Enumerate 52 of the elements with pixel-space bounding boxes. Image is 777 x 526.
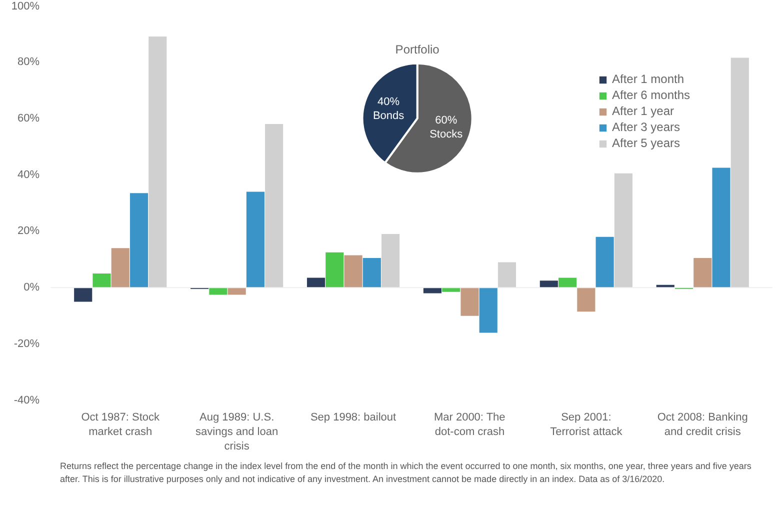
bar <box>730 58 749 288</box>
bar <box>596 236 614 288</box>
legend-label: After 1 year <box>612 104 674 118</box>
bar <box>246 192 264 288</box>
legend-label: After 3 years <box>612 120 680 134</box>
bar <box>540 280 558 288</box>
x-tick-label: Aug 1989: U.S. savings and loan crisis <box>196 412 278 452</box>
bar <box>111 248 130 288</box>
bar <box>498 262 516 288</box>
bar <box>712 168 730 288</box>
legend-label: After 6 months <box>612 88 690 102</box>
bar <box>228 288 246 295</box>
y-tick-label: 0% <box>24 282 40 294</box>
bar <box>442 288 460 292</box>
slice-label: Bonds <box>372 110 405 122</box>
y-tick-label: 20% <box>17 225 40 238</box>
bar <box>382 234 400 288</box>
bar <box>74 288 92 302</box>
y-tick-label: -40% <box>14 394 40 406</box>
bar <box>423 288 442 294</box>
bar <box>326 252 344 288</box>
bar <box>694 258 712 288</box>
y-tick-label: 60% <box>17 112 40 124</box>
chart-title: Portfolio <box>395 42 440 56</box>
bar <box>614 173 632 288</box>
x-tick-label: Mar 2000: The dot-com crash <box>434 412 506 438</box>
bar <box>479 288 498 333</box>
bar <box>460 288 479 316</box>
bar <box>209 288 228 295</box>
legend-label: After 5 years <box>612 136 680 150</box>
data-label: 40% <box>378 96 400 108</box>
bar <box>92 274 111 288</box>
bar <box>362 258 381 288</box>
bar <box>306 278 326 288</box>
y-tick-label: -20% <box>14 338 40 350</box>
slice-label: Stocks <box>430 128 464 141</box>
y-tick-label: 40% <box>17 168 40 181</box>
x-tick-label: Oct 2008: Banking and credit crisis <box>657 412 748 438</box>
y-tick-label: 80% <box>17 56 40 68</box>
bar <box>265 124 284 288</box>
x-tick-label: Sep 2001: Terrorist attack <box>550 412 623 438</box>
bar <box>577 288 596 312</box>
legend-label: After 1 month <box>612 72 684 86</box>
data-label: 60% <box>435 114 458 127</box>
x-tick-label: Oct 1987: Stock market crash <box>81 412 160 438</box>
text: Returns reflect the percentage change in the index level from the end of the month in which the event occurred to one month, six months, one year, three years and five years after. This is for illustrative purposes only and not indicative of any investment. An investment cannot be made directly in an index. Data as of 3/16/2020. <box>60 460 752 486</box>
bar <box>148 36 167 288</box>
bar <box>130 193 148 288</box>
bar <box>558 278 577 288</box>
bar <box>344 255 362 288</box>
y-tick-label: 100% <box>11 0 40 12</box>
x-tick-label: Sep 1998: bailout <box>310 412 396 424</box>
